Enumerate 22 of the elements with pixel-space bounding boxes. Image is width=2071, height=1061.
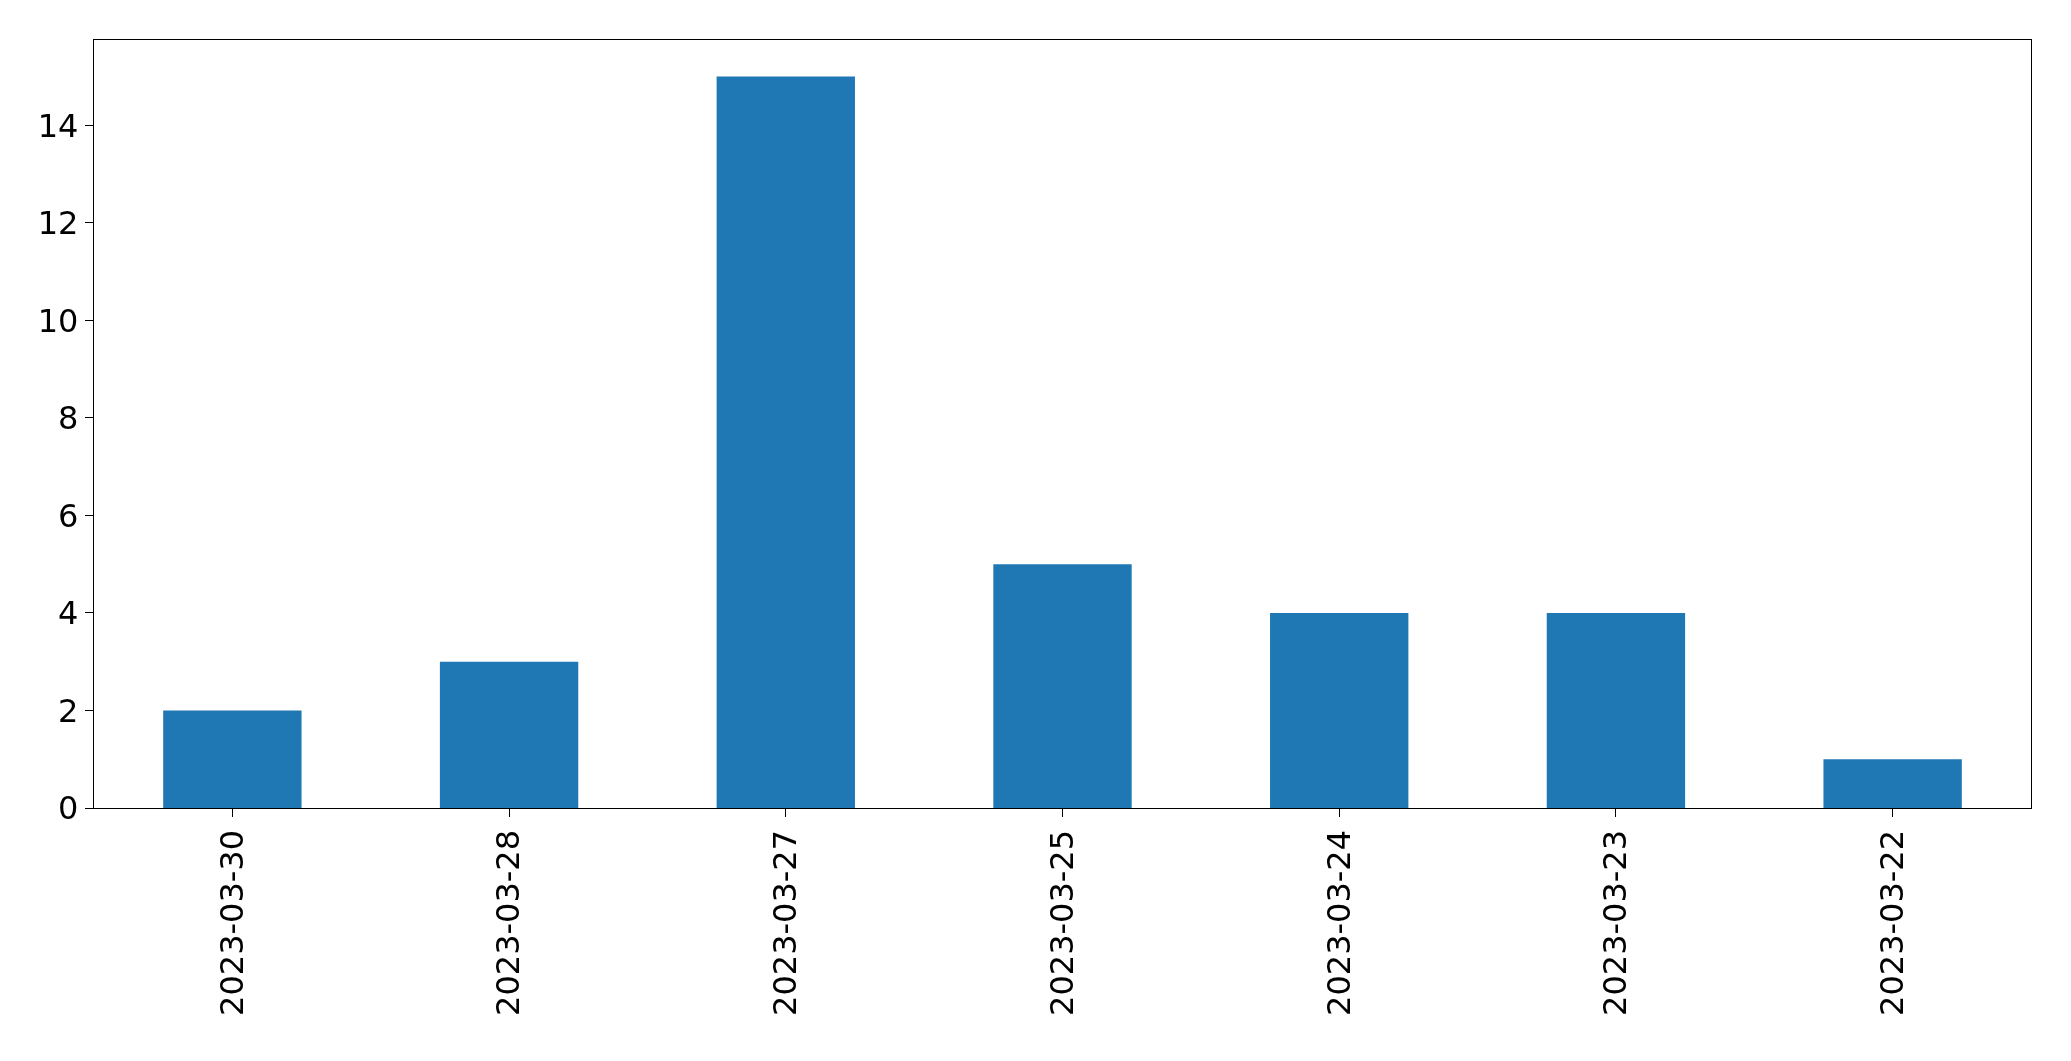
- y-tick-label: 0: [58, 789, 79, 828]
- y-tick-label: 6: [58, 496, 79, 535]
- x-tick-label: 2023-03-23: [1596, 829, 1635, 1016]
- bar: [1270, 612, 1409, 808]
- x-tick-label: 2023-03-22: [1873, 829, 1912, 1016]
- x-tick-label: 2023-03-30: [212, 829, 251, 1016]
- x-tick-label: 2023-03-28: [489, 829, 528, 1016]
- bar: [1546, 612, 1686, 808]
- bar: [716, 76, 855, 808]
- y-tick-label: 10: [37, 301, 79, 340]
- bar: [439, 661, 579, 808]
- y-tick-label: 14: [37, 106, 79, 145]
- y-tick-label: 8: [58, 399, 79, 438]
- y-tick-label: 12: [37, 204, 79, 243]
- y-tick-label: 2: [58, 691, 79, 730]
- y-tick-label: 4: [58, 594, 79, 633]
- bar: [1823, 759, 1962, 808]
- bar: [163, 710, 302, 808]
- x-tick-label: 2023-03-27: [766, 829, 805, 1016]
- bar: [993, 564, 1132, 808]
- x-tick-label: 2023-03-24: [1319, 829, 1358, 1016]
- x-tick-label: 2023-03-25: [1042, 829, 1081, 1016]
